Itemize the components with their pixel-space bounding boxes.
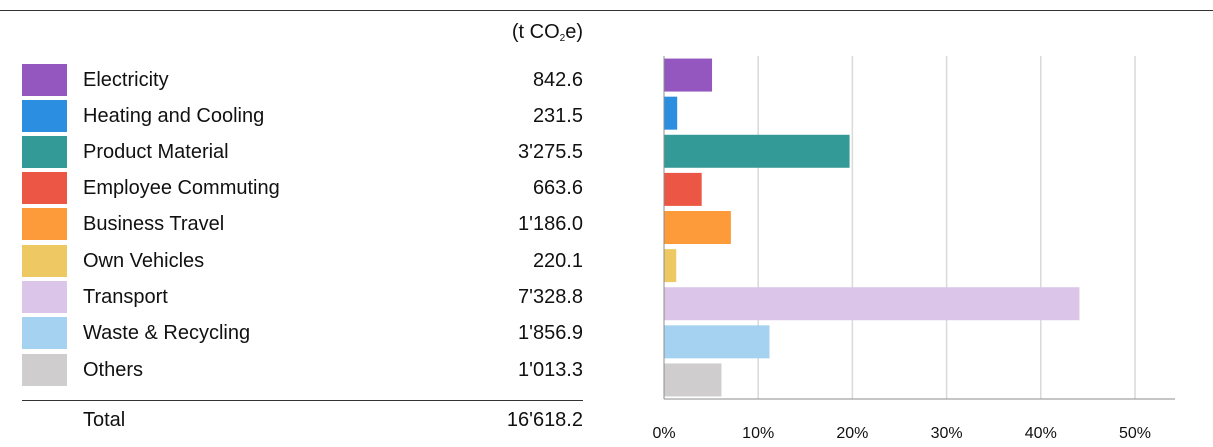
category-label: Product Material <box>83 141 229 163</box>
total-label: Total <box>83 409 126 431</box>
x-tick-label: 0% <box>652 425 675 442</box>
category-label: Own Vehicles <box>83 250 205 272</box>
table-row: Electricity 842.6 <box>0 63 600 99</box>
category-value: 1'013.3 <box>518 359 583 381</box>
total-rule <box>22 400 583 401</box>
category-value: 842.6 <box>532 69 583 91</box>
legend-swatch <box>22 208 67 240</box>
bar <box>664 325 770 359</box>
legend-swatch <box>22 281 67 313</box>
top-rule <box>0 10 1213 11</box>
bar <box>664 172 702 206</box>
legend-swatch <box>22 100 67 132</box>
category-label: Others <box>83 359 144 381</box>
category-label: Waste & Recycling <box>83 322 251 344</box>
legend-swatch <box>22 172 67 204</box>
category-label: Business Travel <box>83 213 225 235</box>
bar <box>664 363 722 397</box>
category-label: Transport <box>83 286 168 308</box>
table-row: Own Vehicles 220.1 <box>0 244 600 280</box>
category-value: 3'275.5 <box>518 141 583 163</box>
category-value: 220.1 <box>532 250 583 272</box>
table-row: Product Material 3'275.5 <box>0 135 600 171</box>
x-tick-label: 30% <box>931 425 963 442</box>
category-label: Employee Commuting <box>83 177 280 199</box>
x-tick-label: 10% <box>742 425 774 442</box>
category-label: Heating and Cooling <box>83 105 265 127</box>
unit-header: (t CO2e) <box>440 21 583 44</box>
table-row: Business Travel 1'186.0 <box>0 207 600 243</box>
category-label: Electricity <box>83 69 169 91</box>
table-row: Others 1'013.3 <box>0 353 600 389</box>
total-value: 16'618.2 <box>506 409 583 431</box>
table-row: Waste & Recycling 1'856.9 <box>0 316 600 352</box>
bar <box>664 134 850 168</box>
bar <box>664 249 677 283</box>
legend-swatch <box>22 354 67 386</box>
x-tick-label: 50% <box>1119 425 1151 442</box>
x-tick-label: 40% <box>1025 425 1057 442</box>
category-value: 663.6 <box>532 177 583 199</box>
category-value: 1'186.0 <box>518 213 583 235</box>
category-value: 231.5 <box>532 105 583 127</box>
bar <box>664 287 1080 321</box>
bar <box>664 211 731 244</box>
unit-prefix: (t CO <box>511 21 560 43</box>
legend-swatch <box>22 245 67 277</box>
bar <box>664 58 713 92</box>
legend-swatch <box>22 317 67 349</box>
unit-subscript: 2 <box>559 33 566 44</box>
category-value: 7'328.8 <box>518 286 583 308</box>
table-row: Heating and Cooling 231.5 <box>0 99 600 135</box>
legend-swatch <box>22 136 67 168</box>
legend-swatch <box>22 64 67 96</box>
bar <box>664 96 678 130</box>
table-row: Employee Commuting 663.6 <box>0 171 600 207</box>
table-row: Transport 7'328.8 <box>0 280 600 316</box>
x-tick-label: 20% <box>836 425 868 442</box>
category-value: 1'856.9 <box>518 322 583 344</box>
unit-suffix: e) <box>565 21 583 43</box>
